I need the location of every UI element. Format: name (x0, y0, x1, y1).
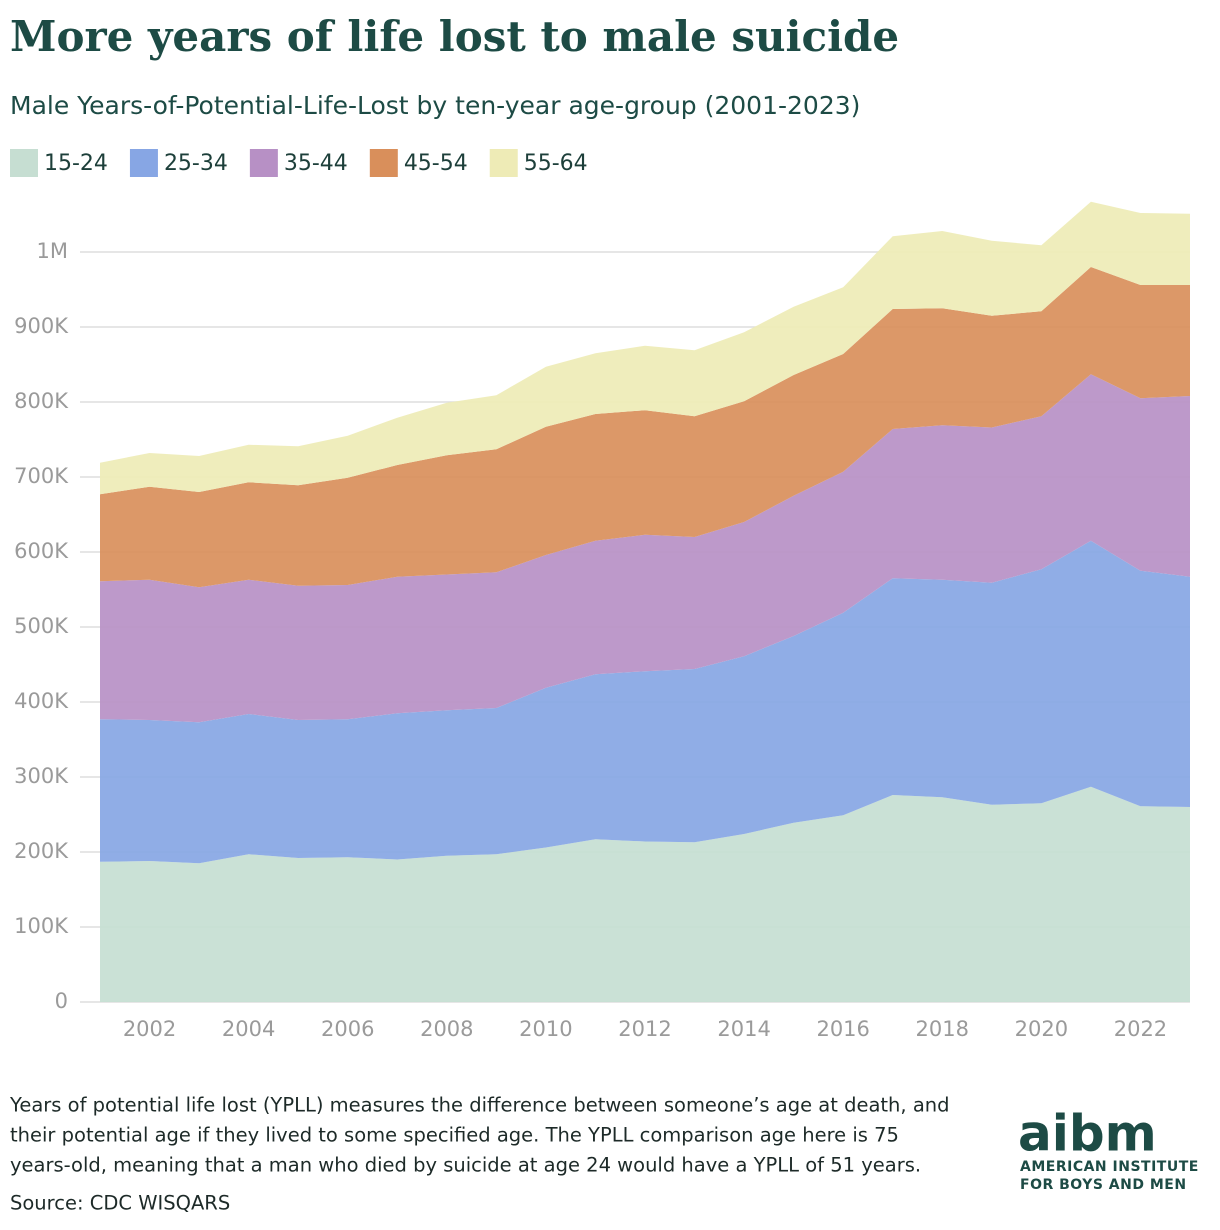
legend-swatch (369, 149, 398, 177)
note-line: Years of potential life lost (YPLL) meas… (9, 1094, 950, 1117)
y-tick-label: 600K (14, 539, 69, 563)
x-tick-label: 2008 (420, 1017, 473, 1041)
x-tick-label: 2018 (916, 1017, 969, 1041)
logo: aibm (1018, 1105, 1157, 1163)
chart-subtitle: Male Years-of-Potential-Life-Lost by ten… (10, 91, 860, 120)
y-tick-label: 1M (37, 239, 68, 263)
x-tick-label: 2020 (1015, 1017, 1068, 1041)
note-line: years-old, meaning that a man who died b… (10, 1154, 921, 1177)
x-tick-label: 2014 (717, 1017, 770, 1041)
legend-label: 55-64 (524, 151, 588, 176)
y-tick-label: 500K (14, 614, 69, 638)
legend-label: 35-44 (284, 151, 348, 176)
y-tick-label: 0 (55, 989, 68, 1013)
chart-title: More years of life lost to male suicide (10, 12, 899, 61)
area (100, 786, 1190, 1002)
y-tick-label: 400K (14, 689, 69, 713)
y-tick-label: 100K (14, 914, 69, 938)
legend-label: 25-34 (164, 151, 228, 176)
x-tick-label: 2012 (618, 1017, 671, 1041)
y-tick-label: 900K (14, 314, 69, 338)
y-tick-label: 300K (14, 764, 69, 788)
legend-swatch (129, 149, 158, 177)
area (100, 201, 1190, 495)
area (100, 374, 1190, 723)
y-tick-label: 800K (14, 389, 69, 413)
x-tick-label: 2010 (519, 1017, 572, 1041)
x-tick-label: 2002 (123, 1017, 176, 1041)
note-line: their potential age if they lived to som… (10, 1124, 899, 1147)
legend-swatch (249, 149, 278, 177)
legend-label: 15-24 (44, 151, 108, 176)
x-tick-label: 2004 (222, 1017, 275, 1041)
legend-swatch (10, 149, 38, 177)
legend-label: 45-54 (404, 151, 468, 176)
x-tick-label: 2006 (321, 1017, 374, 1041)
logo-text: FOR BOYS AND MEN (1020, 1177, 1187, 1193)
area (100, 267, 1190, 588)
x-tick-label: 2022 (1114, 1017, 1167, 1041)
source: Source: CDC WISQARS (10, 1192, 230, 1215)
legend-swatch (489, 149, 518, 177)
y-tick-label: 700K (14, 464, 69, 488)
y-tick-label: 200K (14, 839, 69, 863)
plot-area (80, 201, 1190, 1003)
x-tick-label: 2016 (816, 1017, 869, 1041)
area (100, 540, 1190, 864)
logo-text: AMERICAN INSTITUTE (1020, 1159, 1199, 1175)
